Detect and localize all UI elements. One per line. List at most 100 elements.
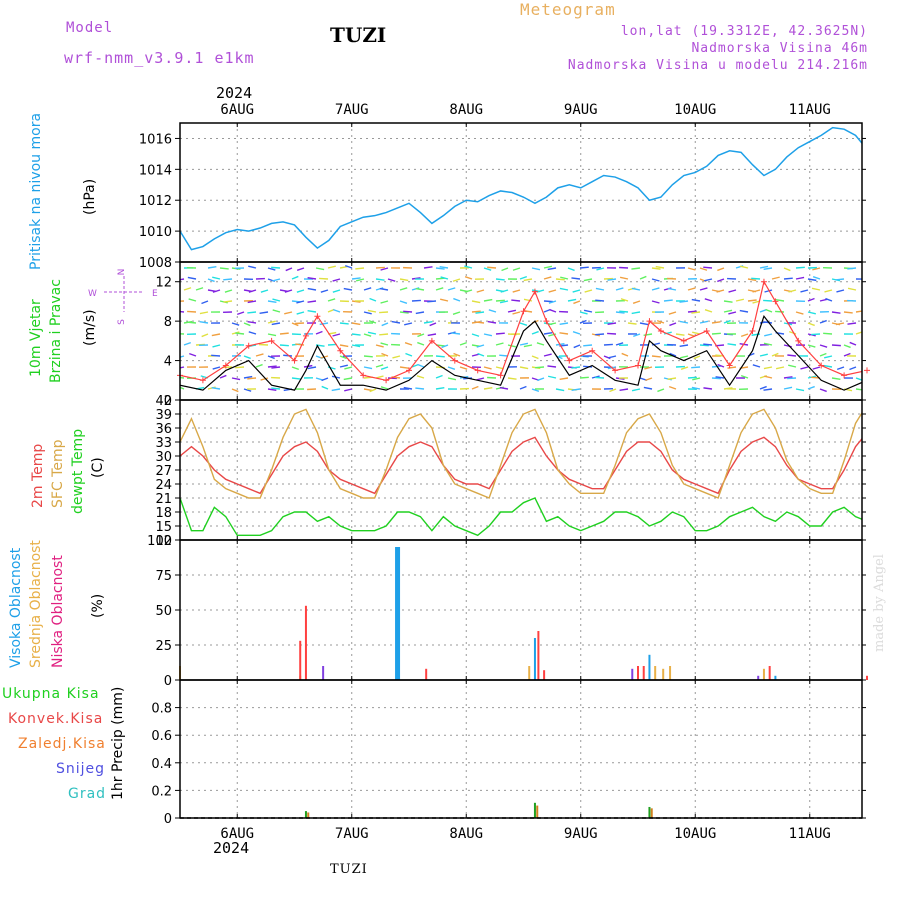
wind-arrow	[631, 388, 641, 392]
temperature-tick-label: 27	[155, 464, 172, 479]
wind-arrow	[579, 266, 589, 269]
wind-arrow	[543, 265, 553, 269]
wind-arrow	[487, 266, 497, 269]
other_cloud-bar	[322, 666, 325, 680]
wind-arrow	[559, 332, 569, 335]
precip-legend-hail: Grad	[68, 786, 107, 802]
wind_speed-line	[180, 314, 862, 391]
wind-arrow	[404, 342, 413, 346]
wind-arrow	[763, 342, 773, 346]
wind-arrow	[495, 299, 505, 302]
wind-arrow	[199, 320, 209, 324]
wind-arrow	[543, 353, 552, 357]
low_cloud-bar	[537, 631, 540, 680]
gust-marker	[451, 357, 458, 364]
cloud-tick-label: 0	[164, 674, 172, 689]
wind-arrow	[595, 287, 605, 291]
wind-arrow	[711, 377, 721, 380]
top-day-label: 9AUG	[564, 102, 598, 118]
wind-arrow	[375, 344, 384, 348]
wind-arrow	[369, 297, 377, 302]
wind-tick-label: 4	[164, 355, 172, 370]
wind-arrow	[267, 300, 277, 303]
gust-marker	[291, 357, 298, 364]
wind-arrow	[819, 344, 828, 348]
wind-arrow	[345, 264, 353, 269]
precipitation-tick-label: 0.6	[151, 729, 172, 744]
low_cloud-bar	[425, 668, 428, 680]
wind-arrow	[847, 322, 857, 325]
wind-arrow	[344, 388, 353, 392]
wind-arrow	[267, 365, 277, 368]
wind-arrow	[619, 276, 629, 280]
wind-arrow	[501, 267, 509, 272]
wind-arrow	[583, 309, 593, 313]
wind-arrow	[615, 311, 625, 314]
bottom-day-label: 6AUG	[220, 826, 254, 842]
wind-arrow	[607, 278, 617, 281]
wind-arrow	[511, 299, 521, 302]
wind-arrow	[272, 278, 281, 282]
wind-arrow	[483, 366, 492, 370]
wind-arrow	[727, 343, 737, 346]
high_cloud-bar	[395, 547, 401, 680]
wind-arrow	[567, 298, 577, 302]
gust-marker	[497, 372, 504, 379]
wind-arrow	[339, 322, 349, 325]
wind-arrow	[187, 321, 197, 324]
wind-arrow	[363, 287, 372, 291]
wind-arrow	[807, 278, 817, 282]
precipitation-frame	[179, 679, 863, 819]
other_cloud-bar	[631, 668, 634, 680]
wind-arrow	[483, 333, 493, 337]
wind-arrow	[235, 332, 245, 335]
wind-arrow	[391, 320, 401, 324]
gust-marker	[864, 367, 870, 374]
wind-arrow	[487, 320, 497, 324]
gust-marker	[543, 318, 550, 325]
wind-arrow	[764, 375, 773, 379]
wind-arrow	[572, 331, 581, 335]
wind-arrow	[415, 387, 425, 390]
wind-arrow	[607, 332, 617, 335]
wind-arrow	[248, 289, 257, 293]
wind-arrow	[183, 341, 191, 346]
wind-arrow	[499, 300, 509, 304]
wind-arrow	[272, 309, 281, 313]
wind-arrow	[800, 289, 809, 293]
temperature-tick-label: 39	[155, 408, 172, 423]
wind-arrow	[615, 287, 624, 291]
wind-arrow	[343, 377, 353, 381]
wind-arrow	[307, 277, 317, 280]
wind-arrow	[656, 319, 665, 324]
wind-arrow	[267, 320, 276, 324]
wind-arrow	[180, 300, 185, 302]
temperature-tick-label: 15	[155, 520, 172, 535]
wind-arrow	[180, 386, 185, 390]
wind-arrow	[651, 287, 660, 291]
wind-arrow	[579, 311, 588, 315]
wind-arrow	[223, 278, 233, 281]
bottom-year-label: 2024	[213, 839, 250, 857]
wind-arrow	[453, 352, 461, 357]
precipitation-tick-label: 0.8	[151, 702, 172, 717]
wind-arrow	[764, 289, 773, 293]
wind-arrow	[739, 309, 749, 313]
wind-arrow	[519, 366, 529, 370]
wind-arrow	[763, 321, 773, 324]
wind-arrow	[543, 276, 552, 280]
wind-arrow	[363, 355, 373, 358]
wind-arrow	[379, 311, 389, 314]
wind-arrow	[716, 289, 725, 293]
wind-arrow	[441, 344, 449, 349]
gust-marker	[314, 313, 321, 320]
temp-label-sfc: SFC Temp	[50, 439, 66, 508]
gust-marker	[589, 347, 596, 354]
wind-arrow	[459, 341, 467, 346]
wind-arrow	[363, 333, 372, 337]
wind-arrow	[579, 319, 587, 324]
wind-arrow	[663, 299, 673, 302]
wind-arrow	[699, 287, 708, 291]
gust-marker	[302, 332, 309, 339]
wind-arrow	[547, 322, 557, 326]
